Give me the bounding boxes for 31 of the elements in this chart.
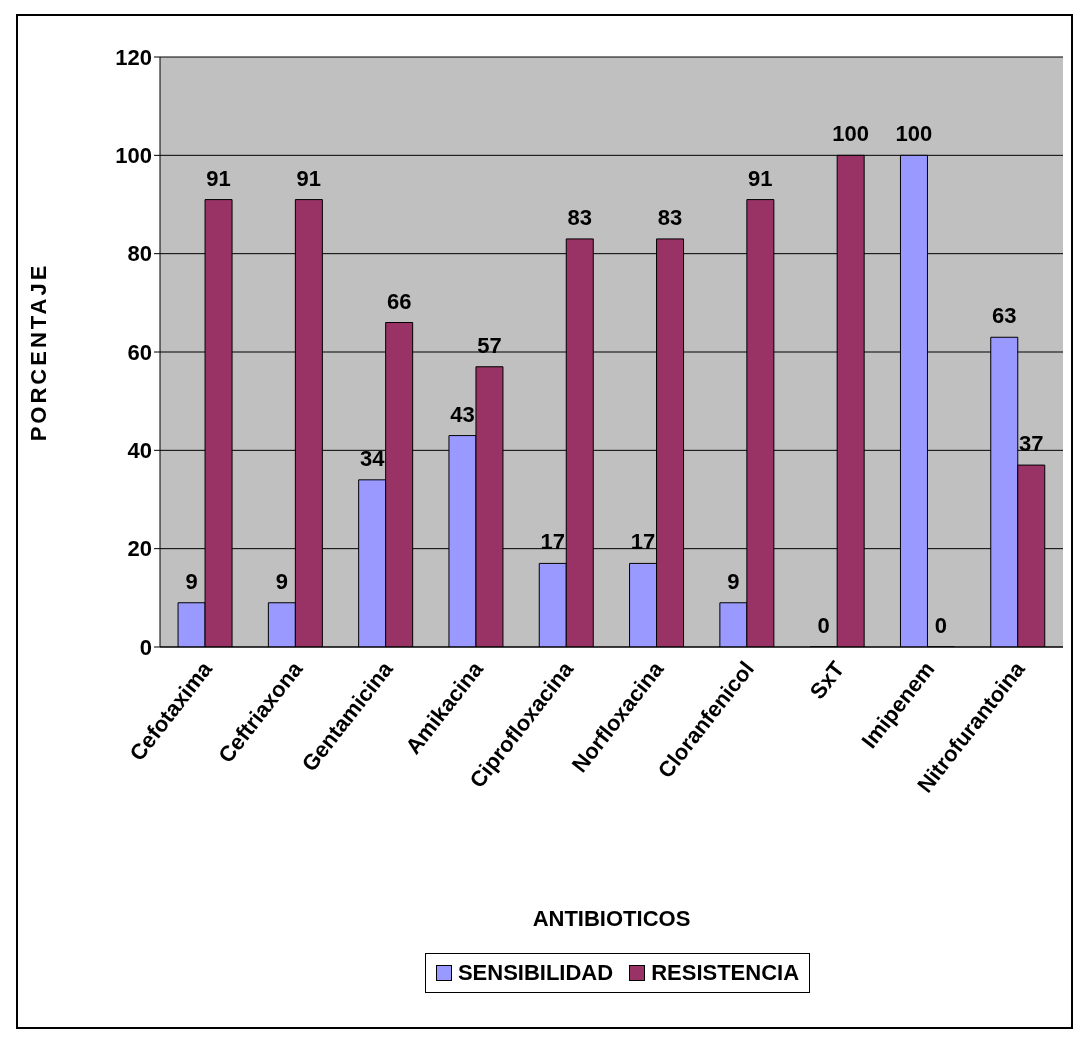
y-axis-title: PORCENTAJE [25,262,51,442]
data-label: 9 [275,568,288,594]
data-label: 91 [748,165,773,191]
y-tick-label: 60 [127,339,152,365]
data-label: 9 [727,568,740,594]
data-label: 37 [1019,431,1044,457]
data-label: 100 [832,121,870,147]
y-tick-label: 120 [115,44,152,70]
y-tick-label: 80 [127,241,152,267]
data-label: 57 [477,332,502,358]
data-label: 34 [359,445,386,471]
data-label: 83 [567,204,592,230]
data-label: 0 [817,612,830,638]
y-tick-label: 0 [139,634,152,660]
data-label: 17 [540,529,565,555]
y-tick-label: 100 [115,143,152,169]
legend-label: RESISTENCIA [651,960,800,986]
data-label: 91 [206,165,231,191]
data-label: 0 [934,612,948,638]
y-tick-label: 20 [127,536,152,562]
data-label: 17 [630,529,656,555]
y-tick-label: 40 [127,438,152,464]
data-label: 63 [992,303,1017,329]
data-label: 66 [386,288,412,314]
x-axis-title: ANTIBIOTICOS [532,906,691,931]
data-label: 9 [185,568,198,594]
data-label: 91 [296,165,322,191]
data-label: 83 [657,204,683,230]
legend-label: SENSIBILIDAD [457,960,614,986]
data-label: 43 [450,401,475,427]
data-label: 100 [895,121,933,147]
